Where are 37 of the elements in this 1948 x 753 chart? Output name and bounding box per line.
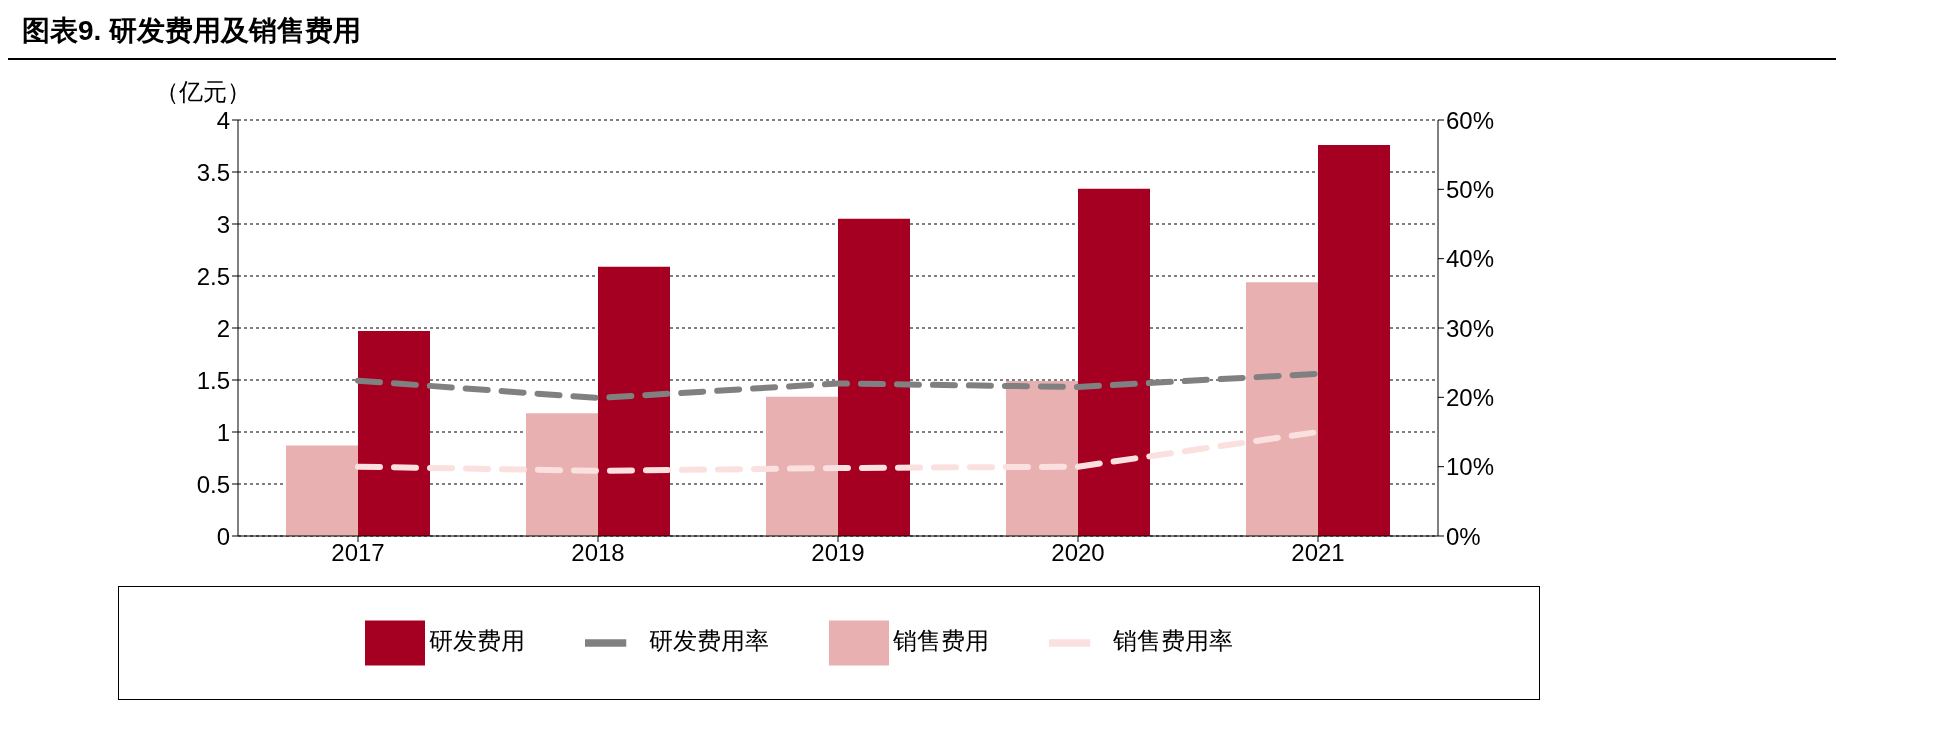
bar bbox=[838, 218, 910, 536]
y-tick-label: 3 bbox=[216, 210, 230, 238]
y-tick-label: 3.5 bbox=[196, 158, 230, 186]
x-tick-label: 2019 bbox=[811, 539, 865, 567]
y-tick-label: 2.5 bbox=[196, 262, 230, 290]
y-tick-label: 4 bbox=[216, 106, 230, 134]
y2-tick-label: 10% bbox=[1446, 453, 1495, 481]
y2-tick-label: 40% bbox=[1446, 245, 1495, 273]
y-axis-title: （亿元） bbox=[155, 78, 251, 105]
chart-title: 图表9. 研发费用及销售费用 bbox=[8, 8, 1836, 60]
y-tick-label: 1.5 bbox=[196, 366, 230, 394]
bar bbox=[598, 266, 670, 536]
bar bbox=[766, 396, 838, 536]
y-tick-label: 0.5 bbox=[196, 470, 230, 498]
y2-tick-label: 30% bbox=[1446, 314, 1495, 342]
y2-tick-label: 0% bbox=[1446, 522, 1481, 550]
x-tick-label: 2018 bbox=[571, 539, 625, 567]
bar bbox=[526, 413, 598, 536]
bar bbox=[286, 445, 358, 536]
legend-label: 销售费用 bbox=[893, 627, 989, 655]
y2-tick-label: 50% bbox=[1446, 175, 1495, 203]
y-tick-label: 1 bbox=[216, 418, 230, 446]
x-tick-label: 2020 bbox=[1051, 539, 1105, 567]
legend-label: 销售费用率 bbox=[1113, 627, 1233, 655]
y-tick-label: 0 bbox=[216, 522, 230, 550]
bar bbox=[1246, 282, 1318, 536]
x-tick-label: 2017 bbox=[331, 539, 385, 567]
x-tick-label: 2021 bbox=[1291, 539, 1345, 567]
y2-tick-label: 20% bbox=[1446, 383, 1495, 411]
bar bbox=[1078, 188, 1150, 536]
bar bbox=[1318, 144, 1390, 536]
y2-tick-label: 60% bbox=[1446, 106, 1495, 134]
legend-label: 研发费用率 bbox=[649, 627, 769, 655]
bar bbox=[1006, 381, 1078, 536]
y-tick-label: 2 bbox=[216, 314, 230, 342]
legend-label: 研发费用 bbox=[429, 627, 525, 655]
bar bbox=[358, 331, 430, 536]
